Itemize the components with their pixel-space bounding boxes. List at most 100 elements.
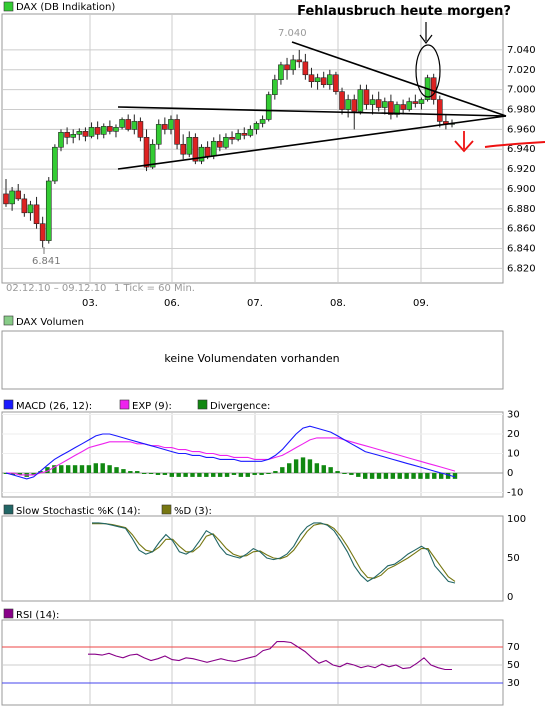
candle-down: [39, 223, 46, 241]
candle-up: [314, 77, 321, 83]
candle-up: [418, 99, 425, 104]
stoch-y-tick-label: 0: [507, 592, 513, 603]
divergence-bar: [356, 473, 361, 477]
divergence-bar: [183, 473, 188, 477]
price-y-tick-label: 6.840: [507, 244, 536, 255]
price-y-tick-label: 6.920: [507, 164, 536, 175]
candle-down: [192, 137, 199, 162]
candle-up: [52, 146, 58, 182]
rsi-legend-swatch: [3, 608, 14, 619]
macd-legend-swatch: [3, 399, 14, 410]
macd-panel-frame: [1, 411, 504, 498]
divergence-bar: [452, 473, 458, 479]
candle-down: [296, 59, 303, 63]
divergence-bar: [238, 473, 244, 477]
divergence-bar: [266, 473, 271, 474]
candle-down: [204, 146, 211, 157]
min-price-label: 6.841: [32, 256, 61, 267]
rsi-y-tick-label: 70: [507, 642, 520, 653]
macd-y-tick-label: 30: [507, 410, 520, 421]
volume-legend-swatch: [3, 315, 14, 326]
candle-down: [229, 137, 235, 140]
annotation-arrow-head: [419, 34, 433, 44]
divergence-bar: [217, 473, 223, 477]
candle-up: [168, 119, 174, 130]
divergence-bar: [259, 473, 264, 475]
stoch-y-tick-label: 50: [507, 553, 520, 564]
divergence-bar: [383, 473, 389, 479]
divergence-bar: [17, 473, 23, 475]
candle-down: [436, 99, 443, 122]
candle-down: [339, 91, 345, 110]
divergence-bar: [162, 473, 168, 475]
stoch-k-legend-swatch: [3, 504, 14, 515]
candle-up: [76, 131, 83, 135]
divergence-bar: [45, 467, 50, 473]
divergence-bar: [252, 473, 257, 475]
candle-up: [88, 127, 95, 137]
candle-up: [259, 119, 266, 124]
divergence-bar: [224, 473, 230, 477]
red-arrow-head: [454, 140, 474, 153]
price-x-tick-label: 09.: [413, 298, 429, 309]
divergence-bar: [349, 473, 354, 475]
divergence-bar: [245, 473, 250, 477]
candle-down: [388, 101, 394, 115]
price-y-tick-label: 7.000: [507, 85, 536, 96]
price-y-tick-label: 6.860: [507, 224, 536, 235]
divergence-bar: [280, 467, 285, 473]
candle-down: [284, 64, 290, 71]
candle-up: [247, 129, 254, 136]
divergence-bar: [231, 473, 237, 475]
price-y-tick-label: 7.020: [507, 65, 536, 76]
divergence-bar: [135, 471, 140, 473]
candle-down: [82, 131, 89, 137]
candle-down: [143, 137, 150, 168]
candle-down: [125, 119, 131, 130]
divergence-bar: [114, 467, 119, 473]
divergence-bar: [107, 465, 112, 473]
candle-down: [217, 140, 223, 148]
divergence-bar: [100, 463, 105, 473]
candle-down: [64, 132, 70, 138]
max-price-label: 7.040: [278, 28, 307, 39]
divergence-bar: [93, 463, 98, 473]
candle-down: [33, 204, 40, 225]
candle-up: [253, 123, 260, 130]
candle-up: [278, 64, 284, 81]
macd-legend-label: MACD (26, 12):: [16, 401, 92, 412]
candle-up: [186, 137, 193, 155]
divergence-bar: [79, 465, 85, 473]
candle-up: [272, 79, 278, 95]
divergence-legend-swatch: [197, 399, 208, 410]
divergence-bar: [321, 465, 326, 473]
candle-down: [94, 127, 101, 135]
candle-up: [223, 137, 229, 148]
macd-y-tick-label: 0: [507, 468, 513, 479]
divergence-bar: [176, 473, 181, 477]
divergence-bar: [335, 471, 340, 473]
candle-up: [235, 133, 241, 140]
divergence-bar: [363, 473, 368, 479]
divergence-bar: [328, 467, 333, 473]
stoch-d-legend-label: %D (3):: [174, 506, 212, 517]
candle-down: [174, 119, 180, 145]
price-y-tick-label: 6.980: [507, 105, 536, 116]
divergence-bar: [128, 471, 133, 473]
rsi-panel-frame: [1, 619, 504, 706]
divergence-bar: [155, 473, 161, 475]
date-range-label: 02.12.10 – 09.12.10: [6, 283, 106, 294]
price-x-tick-label: 08.: [330, 298, 346, 309]
candle-up: [357, 89, 364, 112]
exp-line: [6, 437, 456, 476]
candle-up: [131, 121, 138, 130]
divergence-bar: [169, 473, 174, 477]
rsi-y-tick-label: 50: [507, 660, 520, 671]
macd-line: [5, 425, 456, 480]
volume-legend-label: DAX Volumen: [16, 317, 84, 328]
candle-down: [302, 61, 309, 76]
divergence-bar: [59, 465, 64, 473]
divergence-bar: [86, 465, 92, 473]
divergence-bar: [293, 459, 299, 473]
price-y-tick-label: 6.820: [507, 263, 536, 274]
